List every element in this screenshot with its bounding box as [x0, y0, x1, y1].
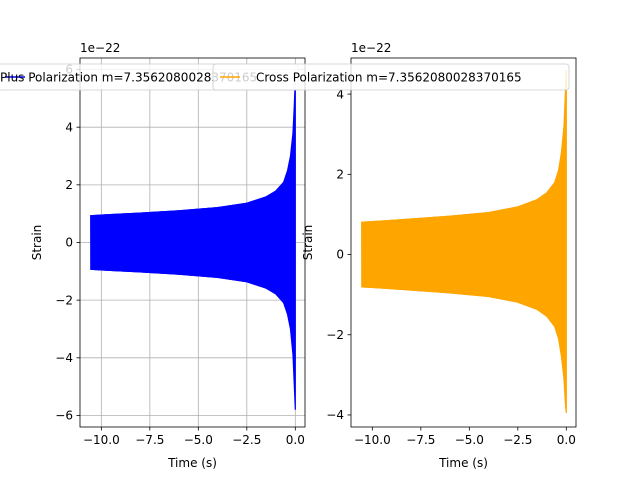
y-tick-label: 0: [65, 236, 73, 250]
y-tick-label: −6: [55, 409, 73, 423]
y-tick-label: −4: [326, 408, 344, 422]
x-tick-label: −10.0: [83, 433, 120, 447]
y-axis-label: Strain: [301, 225, 315, 261]
x-tick-label: 0.0: [286, 433, 305, 447]
x-tick-label: −5.0: [184, 433, 213, 447]
x-tick-label: −2.5: [232, 433, 261, 447]
y-axis-label: Strain: [30, 225, 44, 261]
y-tick-label: 2: [336, 168, 344, 182]
x-axis-label: Time (s): [438, 456, 488, 470]
y-tick-label: −2: [55, 293, 73, 307]
strain-envelope-fill: [90, 78, 296, 410]
y-tick-label: 4: [65, 120, 73, 134]
y-tick-label: −4: [55, 351, 73, 365]
y-tick-label: −2: [326, 328, 344, 342]
x-tick-label: 0.0: [557, 433, 576, 447]
strain-envelope-fill: [361, 70, 567, 413]
y-offset-text: 1e−22: [351, 41, 391, 55]
plus-polarization-chart: −10.0−7.5−5.0−2.50.0−6−4−202461e−22Time …: [0, 41, 306, 470]
legend-box: [212, 63, 570, 91]
y-offset-text: 1e−22: [80, 41, 120, 55]
x-tick-label: −2.5: [503, 433, 532, 447]
axes-frame: [350, 57, 577, 428]
y-tick-label: 2: [65, 178, 73, 192]
x-tick-label: −5.0: [455, 433, 484, 447]
x-tick-label: −7.5: [406, 433, 435, 447]
y-tick-label: 4: [336, 87, 344, 101]
legend-label: Cross Polarization m=7.3562080028370165: [256, 71, 522, 85]
cross-polarization-chart: −10.0 −7.5 −5.0 −2.5 0.0 −4 −2 0 2 4 1e−22 Time (s)…: [212, 41, 577, 470]
legend: Cross Polarization m=7.3562080028370165: [212, 63, 570, 91]
x-tick-label: −7.5: [135, 433, 164, 447]
legend-label: Plus Polarization m=7.3562080028370165: [0, 71, 257, 85]
x-axis-label: Time (s): [167, 456, 217, 470]
y-tick-label: 0: [336, 248, 344, 262]
x-tick-label: −10.0: [354, 433, 391, 447]
